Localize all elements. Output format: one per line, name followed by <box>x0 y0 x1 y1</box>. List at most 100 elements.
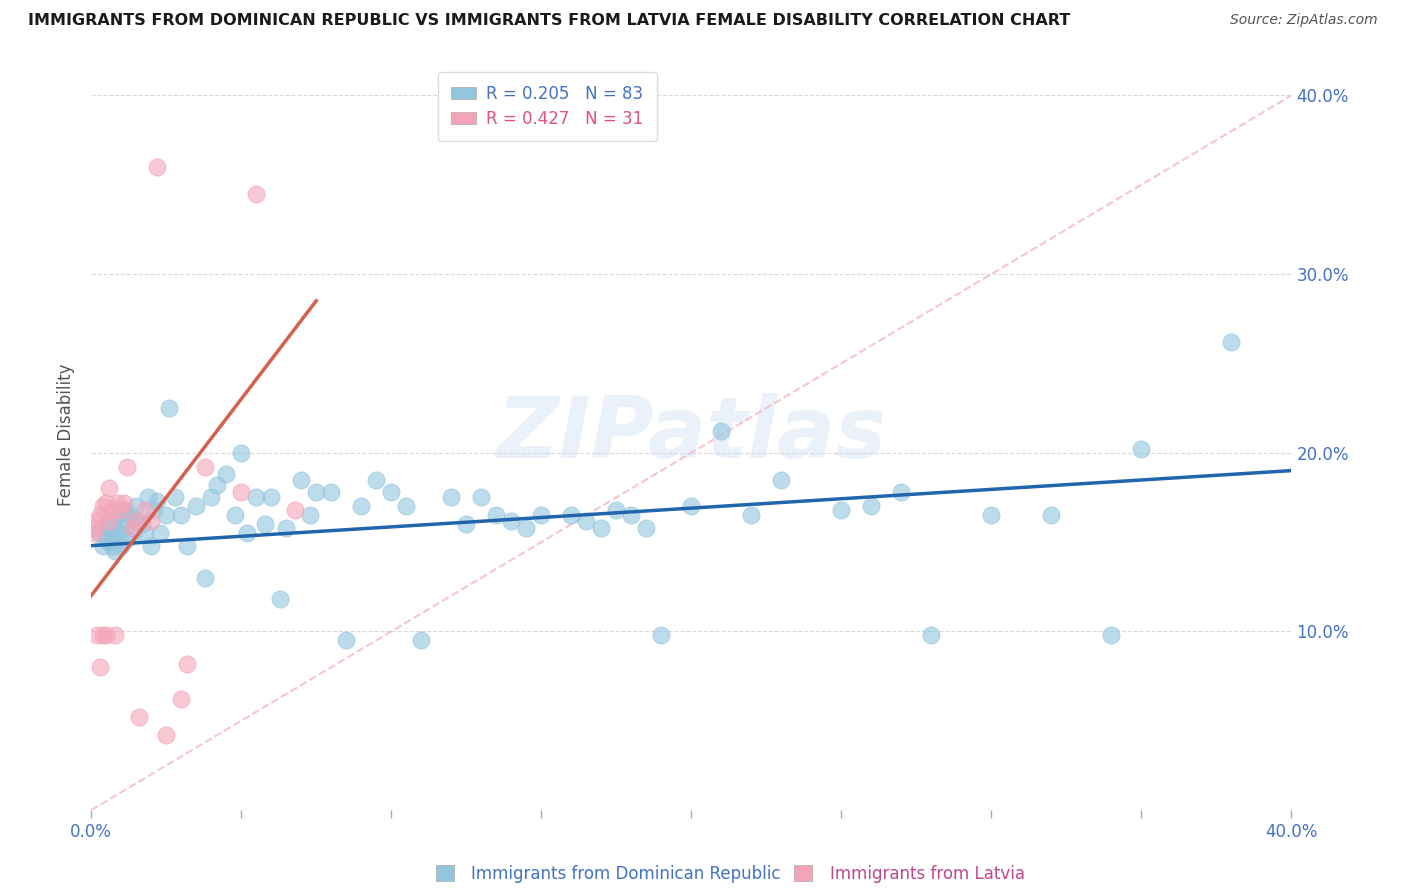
Point <box>104 544 127 558</box>
Point <box>98 524 121 539</box>
Point <box>110 539 132 553</box>
Point <box>501 514 523 528</box>
Point <box>89 660 111 674</box>
Point <box>112 503 135 517</box>
Point <box>245 491 267 505</box>
Point <box>96 628 118 642</box>
Text: IMMIGRANTS FROM DOMINICAN REPUBLIC VS IMMIGRANTS FROM LATVIA FEMALE DISABILITY C: IMMIGRANTS FROM DOMINICAN REPUBLIC VS IM… <box>28 13 1070 29</box>
Point <box>380 485 402 500</box>
Point <box>86 628 108 642</box>
Point <box>485 508 508 523</box>
Point <box>284 503 307 517</box>
Point <box>107 496 129 510</box>
Point <box>591 521 613 535</box>
Y-axis label: Female Disability: Female Disability <box>58 364 75 506</box>
Point <box>890 485 912 500</box>
Point <box>91 500 114 514</box>
Point <box>98 535 121 549</box>
Point <box>101 514 124 528</box>
Point <box>155 508 177 523</box>
Point <box>86 514 108 528</box>
Point <box>200 491 222 505</box>
Point <box>141 539 163 553</box>
Point <box>107 508 129 523</box>
Point <box>321 485 343 500</box>
Point <box>224 508 246 523</box>
Point <box>440 491 463 505</box>
Point <box>245 186 267 201</box>
Point <box>157 401 180 415</box>
Point <box>96 496 118 510</box>
Point <box>143 503 166 517</box>
Point <box>110 521 132 535</box>
Point <box>470 491 492 505</box>
Point <box>98 482 121 496</box>
Point <box>231 446 253 460</box>
Point <box>366 473 388 487</box>
Point <box>215 467 238 482</box>
Point <box>107 526 129 541</box>
Point <box>575 514 598 528</box>
Point <box>149 526 172 541</box>
Point <box>620 508 643 523</box>
Legend: R = 0.205   N = 83, R = 0.427   N = 31: R = 0.205 N = 83, R = 0.427 N = 31 <box>437 71 657 141</box>
Point <box>165 491 187 505</box>
Point <box>131 517 153 532</box>
Point <box>89 526 111 541</box>
Point <box>860 500 883 514</box>
Point <box>83 526 105 541</box>
Point <box>141 514 163 528</box>
Point <box>134 503 156 517</box>
Point <box>122 526 145 541</box>
Point <box>290 473 312 487</box>
Point <box>96 517 118 532</box>
Point <box>305 485 328 500</box>
Point <box>91 628 114 642</box>
Point <box>194 460 217 475</box>
Point <box>830 503 852 517</box>
Point <box>170 508 193 523</box>
Point <box>920 628 942 642</box>
Point <box>134 526 156 541</box>
Point <box>231 485 253 500</box>
Point <box>636 521 658 535</box>
Point <box>115 514 138 528</box>
Point <box>740 508 762 523</box>
Point <box>176 539 198 553</box>
Point <box>115 532 138 546</box>
Point <box>125 514 148 528</box>
Point <box>146 160 169 174</box>
Point <box>101 503 124 517</box>
Point <box>122 521 145 535</box>
Text: Source: ZipAtlas.com: Source: ZipAtlas.com <box>1230 13 1378 28</box>
Text: Immigrants from Dominican Republic: Immigrants from Dominican Republic <box>471 865 780 883</box>
Point <box>98 514 121 528</box>
Point <box>136 491 159 505</box>
Point <box>276 521 298 535</box>
Point <box>125 500 148 514</box>
Point <box>411 633 433 648</box>
Point <box>530 508 553 523</box>
Text: Immigrants from Latvia: Immigrants from Latvia <box>830 865 1025 883</box>
Point <box>128 514 150 528</box>
Point <box>104 628 127 642</box>
Point <box>96 532 118 546</box>
Point <box>605 503 627 517</box>
Point <box>115 460 138 475</box>
Point <box>194 571 217 585</box>
Point <box>1040 508 1063 523</box>
Point <box>980 508 1002 523</box>
Point <box>260 491 283 505</box>
Point <box>269 592 291 607</box>
Point <box>91 539 114 553</box>
Point <box>104 526 127 541</box>
Point <box>254 517 277 532</box>
Point <box>101 539 124 553</box>
Point <box>146 494 169 508</box>
Point <box>110 503 132 517</box>
Point <box>299 508 322 523</box>
Point <box>560 508 582 523</box>
Point <box>681 500 703 514</box>
Point <box>515 521 537 535</box>
Point <box>89 508 111 523</box>
